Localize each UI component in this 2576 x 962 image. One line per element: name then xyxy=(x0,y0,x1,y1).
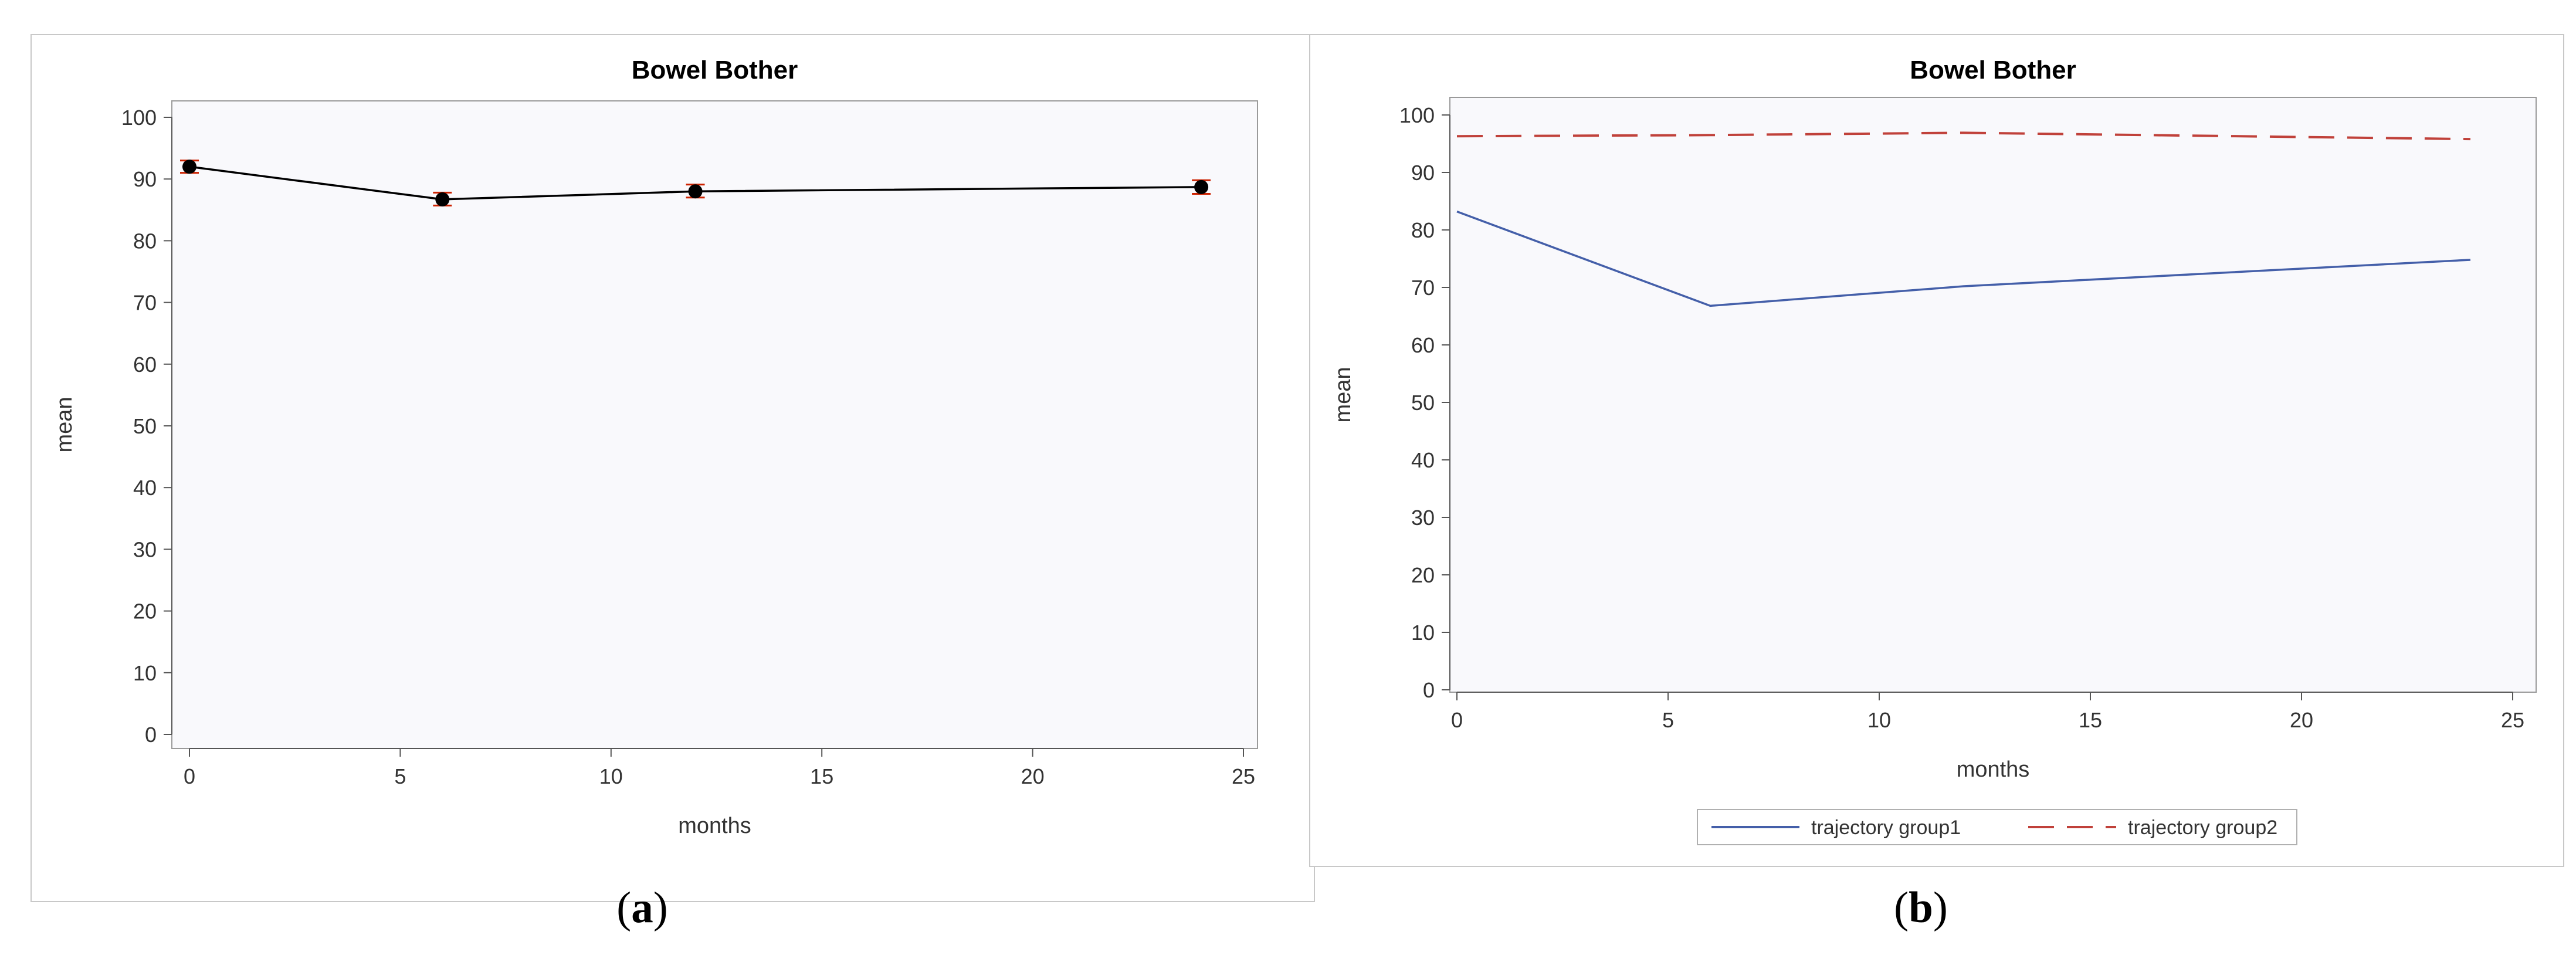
plot-area xyxy=(171,100,1258,749)
x-tick-label: 0 xyxy=(184,764,195,788)
series-line-1 xyxy=(189,165,1202,201)
x-tick-label: 20 xyxy=(2290,708,2313,732)
y-tick-label: 90 xyxy=(133,167,157,191)
panel-a-caption: (a) xyxy=(616,883,668,932)
x-tick-label: 5 xyxy=(1662,708,1674,732)
panel-b-caption: (b) xyxy=(1894,883,1948,932)
x-axis-label: months xyxy=(1957,757,2030,782)
chart-panel-a: Bowel Bother 0 10 20 30 40 50 60 70 80 90 100 0 5 10 15… xyxy=(30,34,1315,902)
x-axis-label: months xyxy=(678,814,751,838)
y-tick-label: 100 xyxy=(121,106,157,130)
y-tick-label: 90 xyxy=(1411,161,1435,185)
chart-title: Bowel Bother xyxy=(1910,56,2076,84)
chart-title: Bowel Bother xyxy=(632,56,798,84)
y-tick-label: 20 xyxy=(1411,563,1435,587)
x-tick-label: 10 xyxy=(1867,708,1891,732)
x-tick-label: 10 xyxy=(599,764,623,788)
x-tick-label: 0 xyxy=(1451,708,1463,732)
y-tick-label: 60 xyxy=(1411,333,1435,357)
y-axis-label: mean xyxy=(1331,367,1355,422)
legend: trajectory group1 trajectory group2 xyxy=(1697,809,2297,845)
x-tick-label: 25 xyxy=(1232,764,1255,788)
x-tick-label: 5 xyxy=(394,764,406,788)
legend-label-1: trajectory group1 xyxy=(1811,817,1961,839)
data-point xyxy=(182,160,196,174)
panel-a-letter: a xyxy=(631,883,653,932)
y-tick-label: 0 xyxy=(145,723,157,747)
y-tick-label: 70 xyxy=(133,291,157,315)
y-tick-label: 10 xyxy=(133,661,157,685)
plot-area xyxy=(1449,97,2537,693)
x-tick-label: 20 xyxy=(1021,764,1045,788)
x-tick-label: 25 xyxy=(2501,708,2524,732)
y-tick-label: 50 xyxy=(1411,391,1435,415)
y-tick-label: 70 xyxy=(1411,276,1435,300)
series-line-1 xyxy=(1456,210,2471,307)
panel-b-letter: b xyxy=(1909,883,1933,932)
y-tick-label: 10 xyxy=(1411,621,1435,645)
y-tick-label: 20 xyxy=(133,599,157,624)
y-tick-label: 30 xyxy=(1411,506,1435,530)
data-point xyxy=(435,192,450,206)
data-point xyxy=(688,184,703,199)
y-tick-label: 40 xyxy=(1411,448,1435,472)
legend-label-2: trajectory group2 xyxy=(2128,817,2277,839)
data-point xyxy=(1194,179,1209,194)
y-tick-label: 60 xyxy=(133,353,157,377)
y-tick-label: 40 xyxy=(133,476,157,500)
chart-panel-b: Bowel Bother 0 10 20 30 40 50 60 70 80 90 100 0 5 10 15… xyxy=(1309,34,2564,867)
y-tick-label: 100 xyxy=(1399,103,1435,127)
x-tick-label: 15 xyxy=(810,764,833,788)
y-tick-label: 30 xyxy=(133,537,157,561)
y-tick-label: 0 xyxy=(1423,678,1435,702)
y-tick-label: 80 xyxy=(133,229,157,253)
y-axis-label: mean xyxy=(52,397,77,452)
x-tick-label: 15 xyxy=(2079,708,2102,732)
y-tick-label: 50 xyxy=(133,414,157,438)
y-tick-label: 80 xyxy=(1411,218,1435,242)
series-line-2 xyxy=(1456,131,2471,141)
